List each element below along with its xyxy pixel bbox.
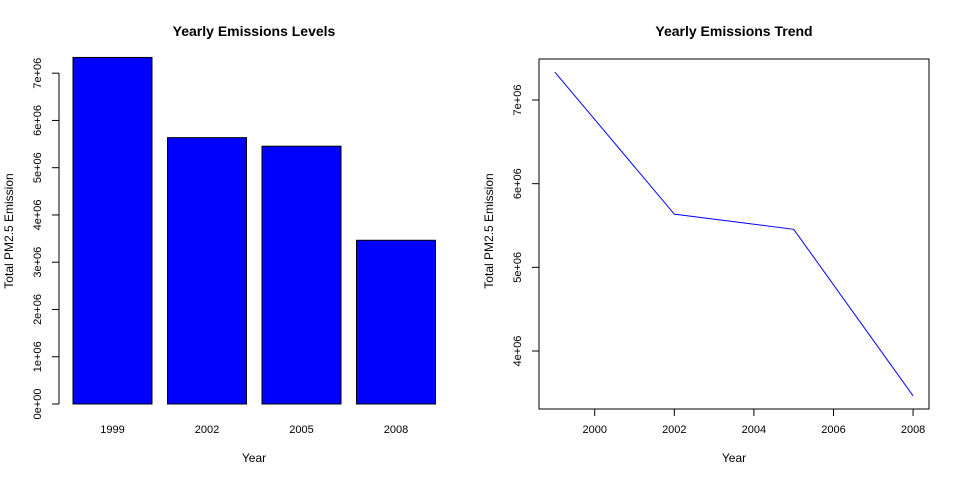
bar-category-label: 2005 <box>289 424 313 436</box>
line-chart-panel: Yearly Emissions Trend Year Total PM2.5 … <box>482 23 930 465</box>
bar-chart-ylabel: Total PM2.5 Emission <box>2 173 16 288</box>
bar-chart-y-tick-label: 1e+06 <box>32 341 44 372</box>
bar-chart-y-tick-label: 5e+06 <box>32 152 44 183</box>
line-chart-y-axis: 4e+06 5e+06 6e+06 7e+06 <box>512 85 539 367</box>
line-chart-x-tick-label: 2004 <box>742 424 766 436</box>
line-chart-plot-box <box>538 58 930 410</box>
line-chart-title: Yearly Emissions Trend <box>655 23 812 39</box>
line-chart-ylabel: Total PM2.5 Emission <box>482 173 496 288</box>
bar-chart-y-tick-label: 0e+00 <box>32 389 44 420</box>
line-chart-x-tick-label: 2008 <box>901 424 925 436</box>
emissions-trend-line <box>554 71 914 397</box>
bar-chart-y-axis: 0e+00 1e+06 2e+06 3e+06 4e+06 5e+06 6e+06 7e+06 <box>32 58 60 420</box>
line-chart-y-tick-label: 5e+06 <box>512 252 524 283</box>
line-chart-y-tick-label: 7e+06 <box>512 85 524 116</box>
bar-chart-xlabel: Year <box>242 451 266 465</box>
bar <box>261 145 342 405</box>
line-chart-x-axis: 2000 2002 2004 2006 2008 <box>582 409 925 436</box>
bar-chart-bars <box>72 56 436 405</box>
bar-category-label: 2002 <box>195 424 219 436</box>
bar-chart-y-tick-label: 2e+06 <box>32 294 44 325</box>
bar <box>356 239 436 405</box>
bar <box>167 137 247 405</box>
bar-chart-y-tick-label: 3e+06 <box>32 247 44 278</box>
line-chart-x-tick-label: 2002 <box>662 424 686 436</box>
line-chart-series <box>554 71 914 397</box>
line-chart-x-tick-label: 2000 <box>582 424 606 436</box>
line-chart-y-tick-label: 4e+06 <box>512 336 524 367</box>
line-chart-y-tick-label: 6e+06 <box>512 168 524 199</box>
bar-chart-y-tick-label: 6e+06 <box>32 105 44 136</box>
line-chart-xlabel: Year <box>722 451 746 465</box>
bar <box>72 56 153 405</box>
bar-chart-y-tick-label: 4e+06 <box>32 200 44 231</box>
bar-category-label: 1999 <box>100 424 124 436</box>
bar-chart-title: Yearly Emissions Levels <box>173 23 336 39</box>
bar-category-label: 2008 <box>384 424 408 436</box>
line-chart-x-tick-label: 2006 <box>821 424 845 436</box>
bar-chart-category-labels: 1999 2002 2005 2008 <box>100 424 408 436</box>
bar-chart-panel: Yearly Emissions Levels Year Total PM2.5… <box>2 23 436 465</box>
bar-chart-y-tick-label: 7e+06 <box>32 58 44 89</box>
